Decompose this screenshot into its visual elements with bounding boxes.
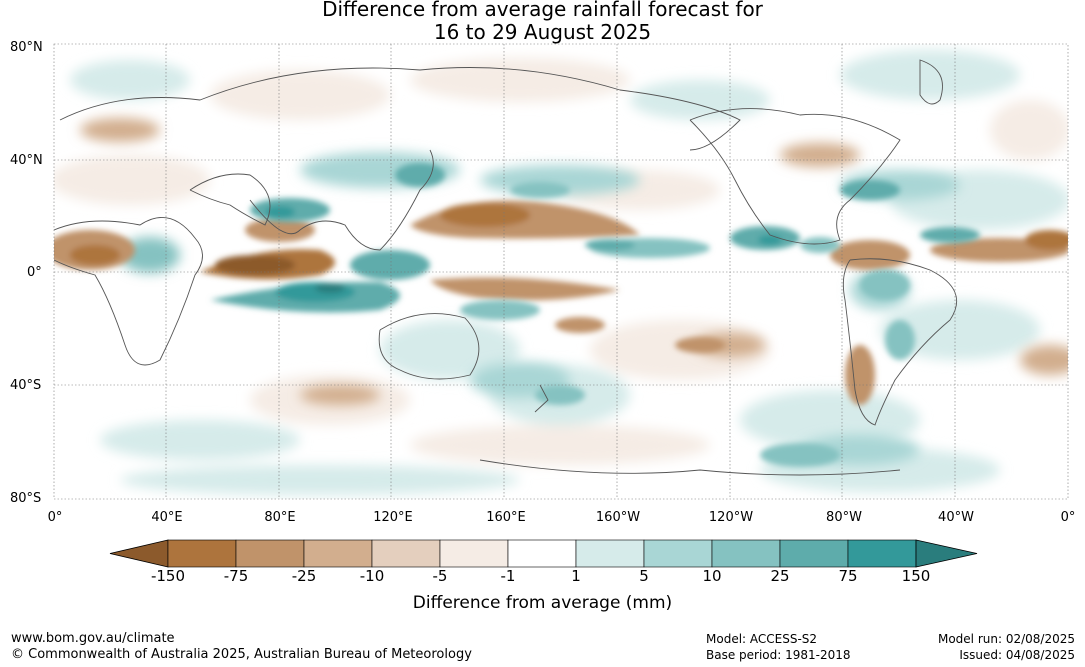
- colorbar-swatch: [439, 539, 509, 568]
- colorbar-swatch: [371, 539, 441, 568]
- map-title-line-1: Difference from average rainfall forecas…: [322, 0, 763, 21]
- colorbar-title: Difference from average (mm): [412, 593, 673, 613]
- colorbar-swatch: [847, 539, 917, 568]
- colorbar-tick-label: -75: [223, 567, 249, 585]
- colorbar-swatch: [711, 539, 781, 568]
- colorbar-swatch: [575, 539, 645, 568]
- lon-label-40e: 40°E: [151, 510, 183, 525]
- wet-anomaly-layer: [210, 163, 980, 467]
- colorbar-swatch: [235, 539, 305, 568]
- colorbar-tick-label: 5: [639, 567, 649, 585]
- lon-label-80w: 80°W: [826, 510, 862, 525]
- model-text: Model: ACCESS-S2: [706, 632, 818, 646]
- lon-label-0-east: 0°: [1060, 510, 1076, 525]
- colorbar-tick-label: -25: [291, 567, 317, 585]
- dry-anomaly-layer: [54, 200, 1068, 405]
- colorbar-swatch: [779, 539, 849, 568]
- light-anomaly-layer: [54, 50, 1068, 495]
- colorbar-tick-label: -150: [150, 567, 186, 585]
- lat-label-40n: 40°N: [10, 153, 43, 168]
- lon-label-160e: 160°E: [486, 510, 526, 525]
- colorbar-tick-label: 150: [901, 567, 931, 585]
- model-run-text: Model run: 02/08/2025: [937, 632, 1075, 646]
- colorbar-tick-label: 10: [702, 567, 722, 585]
- colorbar-swatch: [507, 539, 577, 568]
- lat-label-80n: 80°N: [10, 40, 43, 55]
- anomaly-field: [54, 50, 1068, 495]
- copyright-text: © Commonwealth of Australia 2025, Austra…: [11, 647, 472, 662]
- lon-label-160w: 160°W: [595, 510, 641, 525]
- map-title-line-2: 16 to 29 August 2025: [433, 20, 652, 44]
- colorbar-swatch: [167, 539, 237, 568]
- colorbar-tick-label: 25: [770, 567, 790, 585]
- lon-label-80e: 80°E: [264, 510, 296, 525]
- colorbar-swatch: [643, 539, 713, 568]
- colorbar-tick-label: -5: [432, 567, 448, 585]
- lat-label-80s: 80°S: [10, 491, 42, 506]
- colorbar-swatch: [303, 539, 373, 568]
- lon-label-120w: 120°W: [708, 510, 754, 525]
- colorbar-tick-label: 75: [838, 567, 858, 585]
- lon-label-120e: 120°E: [373, 510, 413, 525]
- colorbar-extend-high: [915, 539, 978, 568]
- issued-text: Issued: 04/08/2025: [959, 648, 1075, 662]
- coastlines: [54, 59, 958, 476]
- website-link[interactable]: www.bom.gov.au/climate: [11, 631, 175, 646]
- colorbar-tick-label: -1: [500, 567, 516, 585]
- gridlines: [53, 43, 1069, 500]
- lon-label-40w: 40°W: [938, 510, 974, 525]
- lat-label-equator: 0°: [27, 265, 42, 280]
- colorbar-extend-low: [109, 539, 169, 568]
- colorbar: [109, 539, 978, 568]
- colorbar-tick-label: -10: [359, 567, 385, 585]
- lon-label-0: 0°: [47, 510, 63, 525]
- base-period-text: Base period: 1981-2018: [706, 648, 851, 662]
- lat-label-40s: 40°S: [10, 378, 42, 393]
- colorbar-tick-label: 1: [571, 567, 581, 585]
